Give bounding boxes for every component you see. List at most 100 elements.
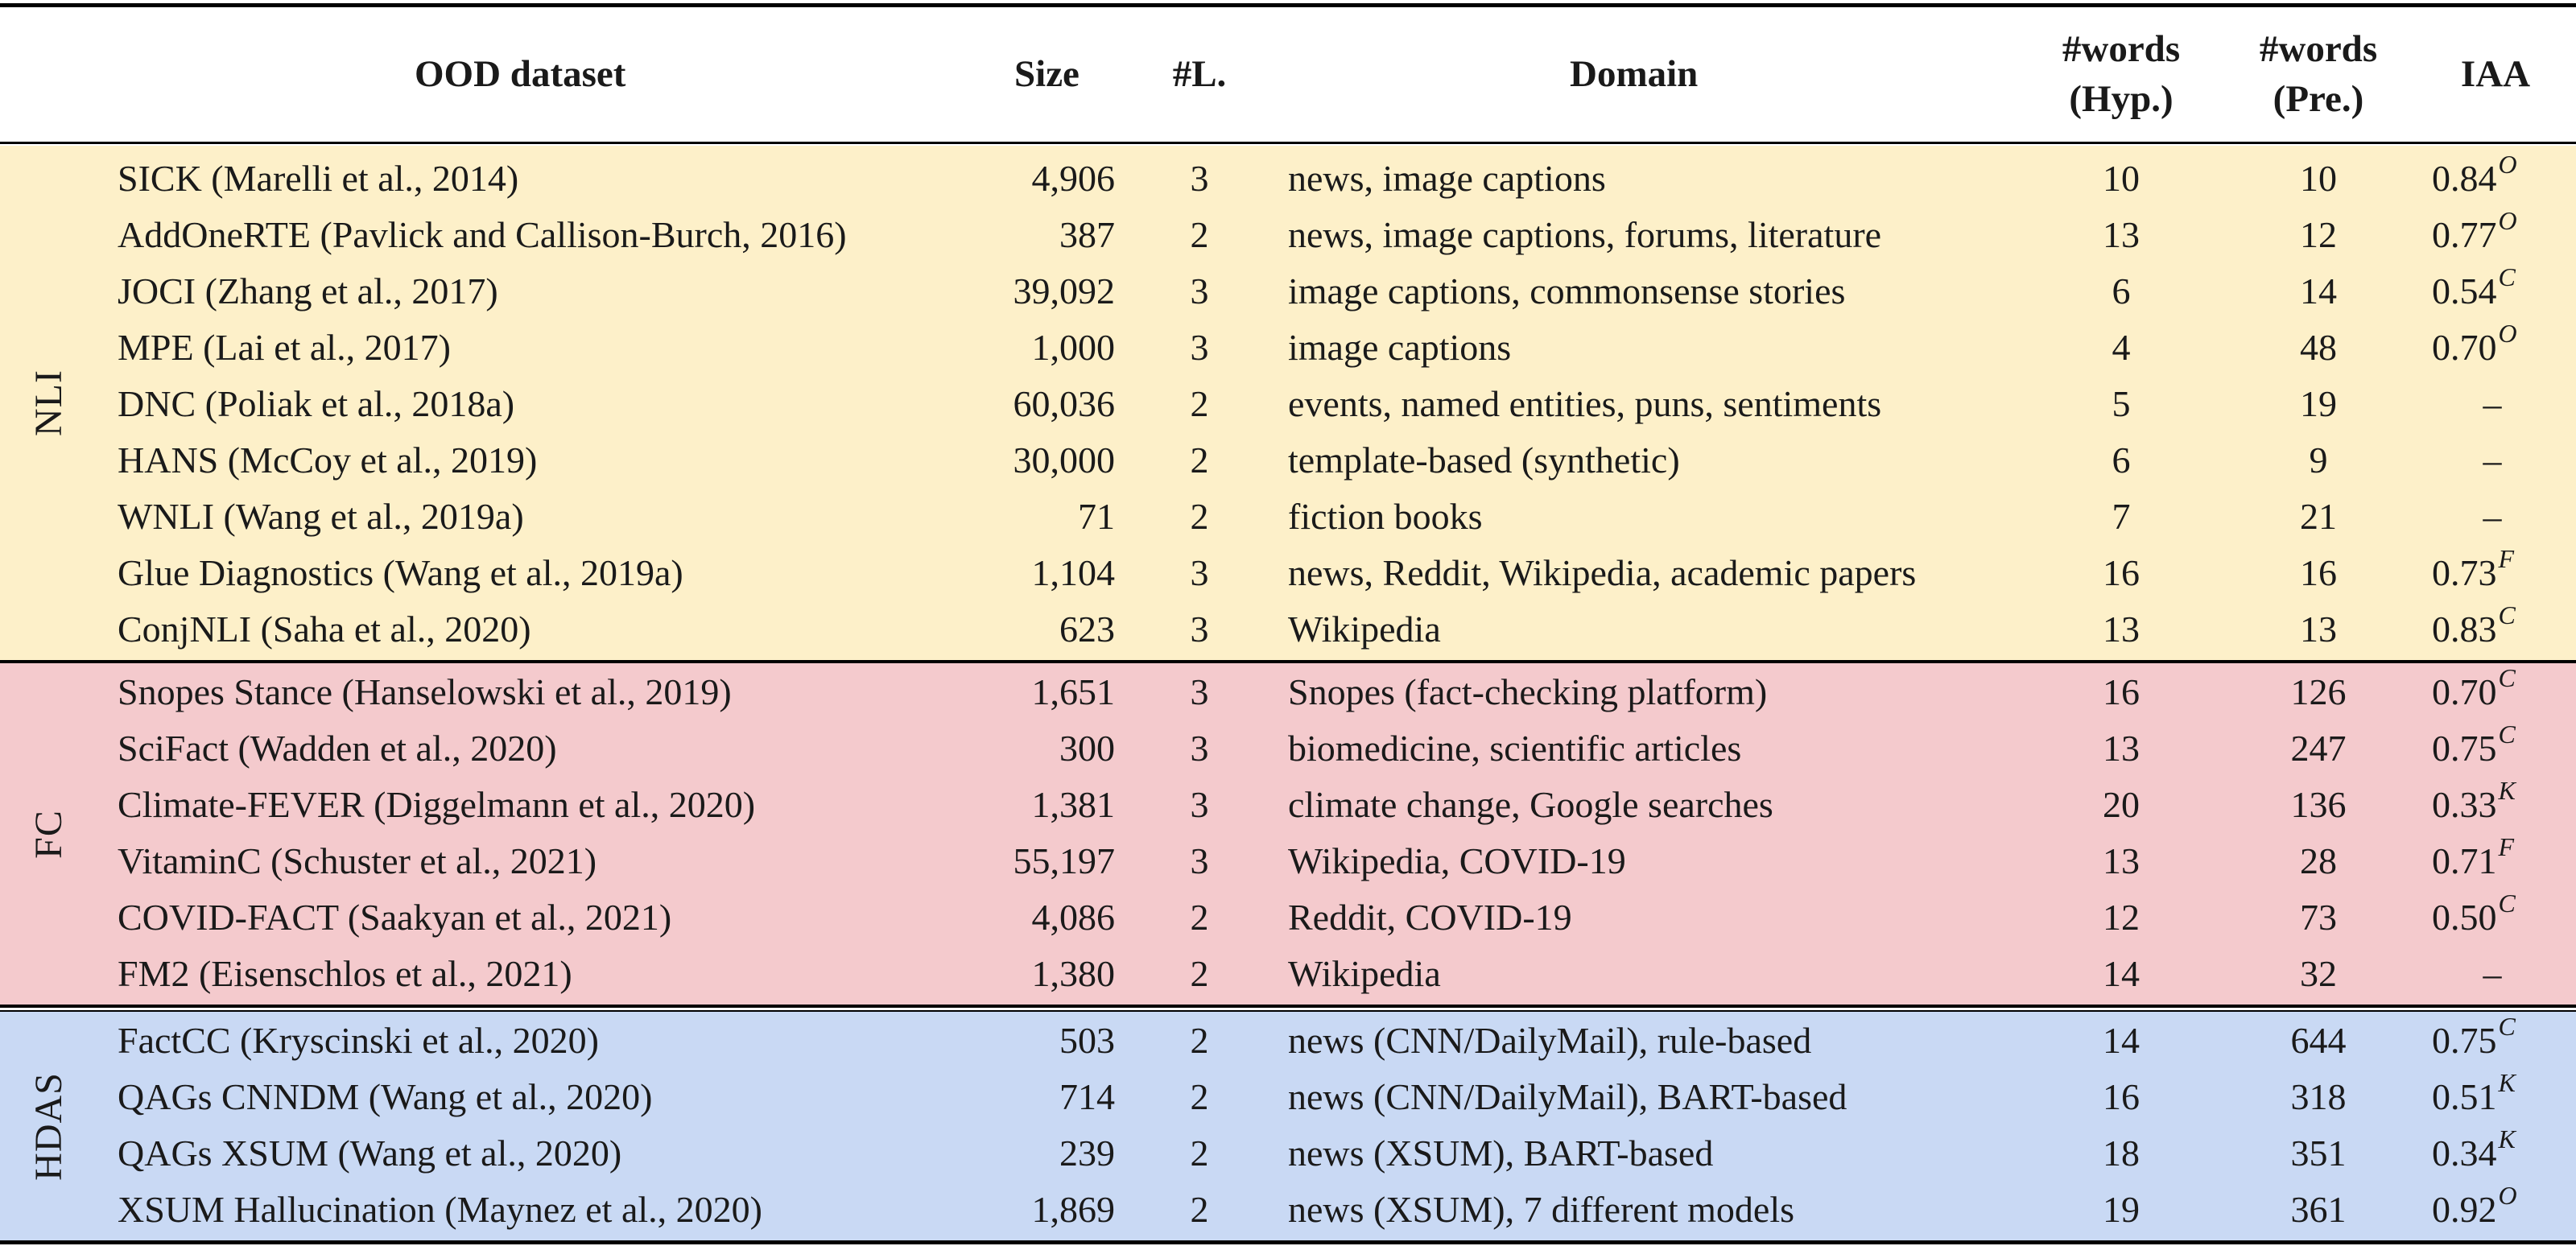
iaa-value: 0.73 <box>2432 552 2497 593</box>
domain-cell: Wikipedia, COVID-19 <box>1288 840 1626 881</box>
size-cell: 1,651 <box>1031 671 1116 712</box>
size-cell: 71 <box>1078 496 1115 537</box>
num-labels-cell: 2 <box>1190 439 1209 481</box>
num-labels-cell: 2 <box>1190 1133 1209 1174</box>
iaa-value: – <box>2483 439 2502 481</box>
dataset-name-cell: QAGs XSUM (Wang et al., 2020) <box>118 1133 622 1174</box>
iaa-value: 0.92 <box>2432 1189 2497 1230</box>
size-cell: 55,197 <box>1013 840 1116 881</box>
words-pre-cell: 13 <box>2300 609 2337 650</box>
words-pre-cell: 21 <box>2300 496 2337 537</box>
iaa-value: 0.51 <box>2432 1076 2497 1117</box>
num-labels-cell: 2 <box>1190 1076 1209 1117</box>
size-cell: 300 <box>1059 728 1115 769</box>
words-hyp-cell: 20 <box>2103 784 2140 825</box>
table-row: Snopes Stance (Hanselowski et al., 2019)… <box>0 664 2576 720</box>
num-labels-cell: 3 <box>1190 158 1209 199</box>
words-hyp-cell: 13 <box>2103 214 2140 255</box>
table-row: FactCC (Kryscinski et al., 2020) 503 2 news… <box>0 1013 2576 1069</box>
domain-cell: news, Reddit, Wikipedia, academic papers <box>1288 552 1917 593</box>
words-pre-cell: 16 <box>2300 552 2337 593</box>
dataset-name-cell: Climate-FEVER (Diggelmann et al., 2020) <box>118 784 756 825</box>
words-pre-cell: 28 <box>2300 840 2337 881</box>
size-cell: 1,380 <box>1031 953 1116 994</box>
iaa-cell: – <box>2427 432 2553 489</box>
header-words-hyp-line2: (Hyp.) <box>2069 78 2174 120</box>
header-words-pre: #words (Pre.) <box>2230 24 2407 124</box>
size-cell: 4,906 <box>1031 158 1116 199</box>
iaa-cell: 0.83C <box>2427 601 2553 658</box>
words-pre-cell: 318 <box>2290 1076 2347 1117</box>
iaa-cell: 0.75C <box>2427 1013 2553 1069</box>
num-labels-cell: 3 <box>1190 552 1209 593</box>
table-row: SciFact (Wadden et al., 2020) 300 3 biomedi… <box>0 720 2576 777</box>
words-hyp-cell: 10 <box>2103 158 2140 199</box>
domain-cell: news (XSUM), 7 different models <box>1288 1189 1794 1230</box>
size-cell: 1,381 <box>1031 784 1116 825</box>
domain-cell: biomedicine, scientific articles <box>1288 728 1742 769</box>
dataset-name-cell: VitaminC (Schuster et al., 2021) <box>118 840 597 881</box>
size-cell: 1,000 <box>1031 327 1116 368</box>
domain-cell: climate change, Google searches <box>1288 784 1773 825</box>
iaa-cell: 0.77O <box>2427 207 2553 263</box>
words-hyp-cell: 6 <box>2112 270 2131 312</box>
table-row: HANS (McCoy et al., 2019) 30,000 2 template… <box>0 432 2576 489</box>
words-pre-cell: 247 <box>2290 728 2347 769</box>
words-pre-cell: 73 <box>2300 897 2337 938</box>
num-labels-cell: 2 <box>1190 214 1209 255</box>
iaa-cell: 0.75C <box>2427 720 2553 777</box>
iaa-metric-superscript: O <box>2498 206 2517 235</box>
words-pre-cell: 10 <box>2300 158 2337 199</box>
dataset-name-cell: COVID-FACT (Saakyan et al., 2021) <box>118 897 672 938</box>
size-cell: 39,092 <box>1013 270 1116 312</box>
iaa-metric-superscript: C <box>2498 1012 2516 1041</box>
iaa-metric-superscript: C <box>2498 720 2516 749</box>
iaa-cell: 0.70C <box>2427 664 2553 720</box>
words-hyp-cell: 19 <box>2103 1189 2140 1230</box>
iaa-value: 0.83 <box>2432 609 2497 650</box>
size-cell: 714 <box>1059 1076 1115 1117</box>
size-cell: 1,869 <box>1031 1189 1116 1230</box>
domain-cell: image captions <box>1288 327 1512 368</box>
iaa-cell: – <box>2427 376 2553 432</box>
words-pre-cell: 126 <box>2290 671 2347 712</box>
table-row: MPE (Lai et al., 2017) 1,000 3 image captio… <box>0 320 2576 376</box>
iaa-cell: 0.33K <box>2427 777 2553 833</box>
iaa-cell: 0.70O <box>2427 320 2553 376</box>
iaa-metric-superscript: O <box>2498 1181 2517 1210</box>
dataset-name-cell: SciFact (Wadden et al., 2020) <box>118 728 557 769</box>
header-words-pre-line1: #words <box>2259 28 2378 70</box>
iaa-value: 0.75 <box>2432 1020 2497 1061</box>
iaa-metric-superscript: O <box>2498 319 2517 348</box>
num-labels-cell: 2 <box>1190 1020 1209 1061</box>
words-pre-cell: 14 <box>2300 270 2337 312</box>
words-hyp-cell: 6 <box>2112 439 2131 481</box>
iaa-value: 0.75 <box>2432 728 2497 769</box>
iaa-metric-superscript: F <box>2498 544 2515 573</box>
dataset-name-cell: SICK (Marelli et al., 2014) <box>118 158 519 199</box>
words-hyp-cell: 5 <box>2112 383 2131 424</box>
domain-cell: Wikipedia <box>1288 953 1441 994</box>
iaa-cell: 0.34K <box>2427 1125 2553 1182</box>
domain-cell: template-based (synthetic) <box>1288 439 1680 481</box>
words-pre-cell: 361 <box>2290 1189 2347 1230</box>
iaa-value: 0.70 <box>2432 327 2497 368</box>
table-row: XSUM Hallucination (Maynez et al., 2020)… <box>0 1182 2576 1238</box>
num-labels-cell: 3 <box>1190 270 1209 312</box>
section-nli: NLI SICK (Marelli et al., 2014) 4,906 3 new… <box>0 146 2576 660</box>
section-rule-fc-hdas-2 <box>0 1010 2576 1012</box>
iaa-value: 0.71 <box>2432 840 2497 881</box>
domain-cell: Snopes (fact-checking platform) <box>1288 671 1768 712</box>
domain-cell: fiction books <box>1288 496 1483 537</box>
iaa-metric-superscript: K <box>2498 1124 2516 1153</box>
iaa-cell: 0.92O <box>2427 1182 2553 1238</box>
table-row: SICK (Marelli et al., 2014) 4,906 3 news, i… <box>0 151 2576 207</box>
words-hyp-cell: 4 <box>2112 327 2131 368</box>
iaa-value: – <box>2483 383 2502 424</box>
iaa-value: 0.70 <box>2432 671 2497 712</box>
iaa-value: 0.33 <box>2432 784 2497 825</box>
top-rule <box>0 3 2576 7</box>
dataset-name-cell: WNLI (Wang et al., 2019a) <box>118 496 524 537</box>
table-row: AddOneRTE (Pavlick and Callison-Burch, 2… <box>0 207 2576 263</box>
